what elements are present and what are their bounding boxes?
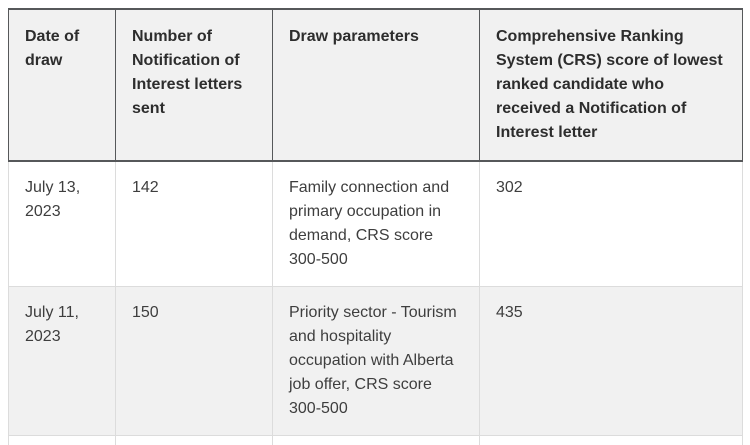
draw-results-table: Date of draw Number of Notification of I… — [8, 8, 743, 445]
table-body: July 13, 2023 142 Family connection and … — [8, 160, 743, 445]
table-row — [8, 435, 743, 445]
cell-letters-sent: 150 — [115, 286, 273, 436]
cell-date-of-draw: July 11, 2023 — [8, 286, 116, 436]
cell-crs-score: 302 — [479, 160, 743, 287]
table-row: July 11, 2023 150 Priority sector - Tour… — [8, 286, 743, 436]
cell-letters-sent: 142 — [115, 160, 273, 287]
column-header-draw-parameters: Draw parameters — [272, 8, 480, 162]
cell-draw-parameters: Priority sector - Tourism and hospitalit… — [272, 286, 480, 436]
cell-date-of-draw — [8, 435, 116, 445]
column-header-letters-sent: Number of Notification of Interest lette… — [115, 8, 273, 162]
table-header-row: Date of draw Number of Notification of I… — [8, 8, 743, 162]
cell-crs-score: 435 — [479, 286, 743, 436]
table-row: July 13, 2023 142 Family connection and … — [8, 160, 743, 287]
column-header-date-of-draw: Date of draw — [8, 8, 116, 162]
cell-draw-parameters: Family connection and primary occupation… — [272, 160, 480, 287]
cell-letters-sent — [115, 435, 273, 445]
cell-crs-score — [479, 435, 743, 445]
column-header-crs-score: Comprehensive Ranking System (CRS) score… — [479, 8, 743, 162]
table-header: Date of draw Number of Notification of I… — [8, 8, 743, 162]
cell-draw-parameters — [272, 435, 480, 445]
cell-date-of-draw: July 13, 2023 — [8, 160, 116, 287]
